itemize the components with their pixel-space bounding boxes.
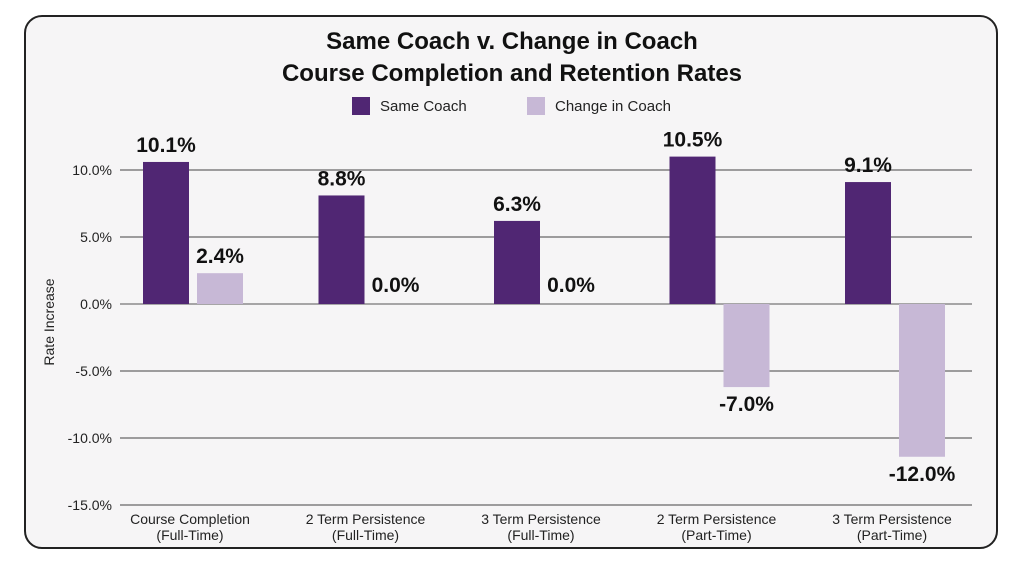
bar-same-coach — [669, 156, 716, 304]
legend-item-same-coach: Same Coach — [352, 95, 467, 117]
x-category-label: Course Completion — [130, 511, 250, 527]
legend-label-same-coach: Same Coach — [380, 97, 467, 115]
data-label: 10.1% — [136, 134, 196, 157]
x-category-label: (Full-Time) — [156, 527, 223, 543]
legend-item-change-in-coach: Change in Coach — [527, 95, 671, 117]
data-label: 8.8% — [318, 167, 366, 190]
bar-change-in-coach — [197, 273, 243, 304]
data-label: 10.5% — [663, 129, 723, 152]
data-label: 0.0% — [547, 274, 595, 297]
bar-change-in-coach — [899, 304, 945, 457]
legend-label-change-in-coach: Change in Coach — [555, 97, 671, 115]
data-label: 9.1% — [844, 154, 892, 177]
x-category-label: 3 Term Persistence — [832, 511, 952, 527]
y-tick-label: 10.0% — [72, 162, 112, 178]
bar-same-coach — [318, 195, 365, 304]
x-category-label: 2 Term Persistence — [657, 511, 777, 527]
x-category-label: 2 Term Persistence — [306, 511, 426, 527]
data-label: -7.0% — [719, 393, 774, 416]
bar-same-coach — [494, 220, 540, 304]
x-category-label: 3 Term Persistence — [481, 511, 601, 527]
bar-change-in-coach — [723, 304, 770, 388]
x-category-label: (Full-Time) — [332, 527, 399, 543]
data-label: 2.4% — [196, 245, 244, 268]
y-tick-label: 0.0% — [80, 296, 112, 312]
y-tick-label: -10.0% — [68, 430, 112, 446]
y-axis-label: Rate Increase — [41, 278, 57, 365]
data-label: 0.0% — [372, 274, 420, 297]
legend-swatch-change-in-coach — [527, 97, 545, 115]
data-label: -12.0% — [889, 463, 956, 486]
data-label: 6.3% — [493, 193, 541, 216]
x-category-label: (Part-Time) — [857, 527, 927, 543]
bar-same-coach — [845, 182, 891, 304]
chart-subtitle: Course Completion and Retention Rates — [281, 60, 743, 87]
y-tick-label: 5.0% — [80, 229, 112, 245]
y-tick-label: -15.0% — [68, 497, 112, 513]
legend: Same Coach Change in Coach — [0, 95, 1024, 117]
legend-swatch-same-coach — [352, 97, 370, 115]
bar-same-coach — [143, 161, 189, 304]
chart-title: Same Coach v. Change in Coach — [326, 28, 698, 55]
y-tick-label: -5.0% — [75, 363, 112, 379]
x-category-label: (Part-Time) — [681, 527, 751, 543]
x-category-label: (Full-Time) — [507, 527, 574, 543]
